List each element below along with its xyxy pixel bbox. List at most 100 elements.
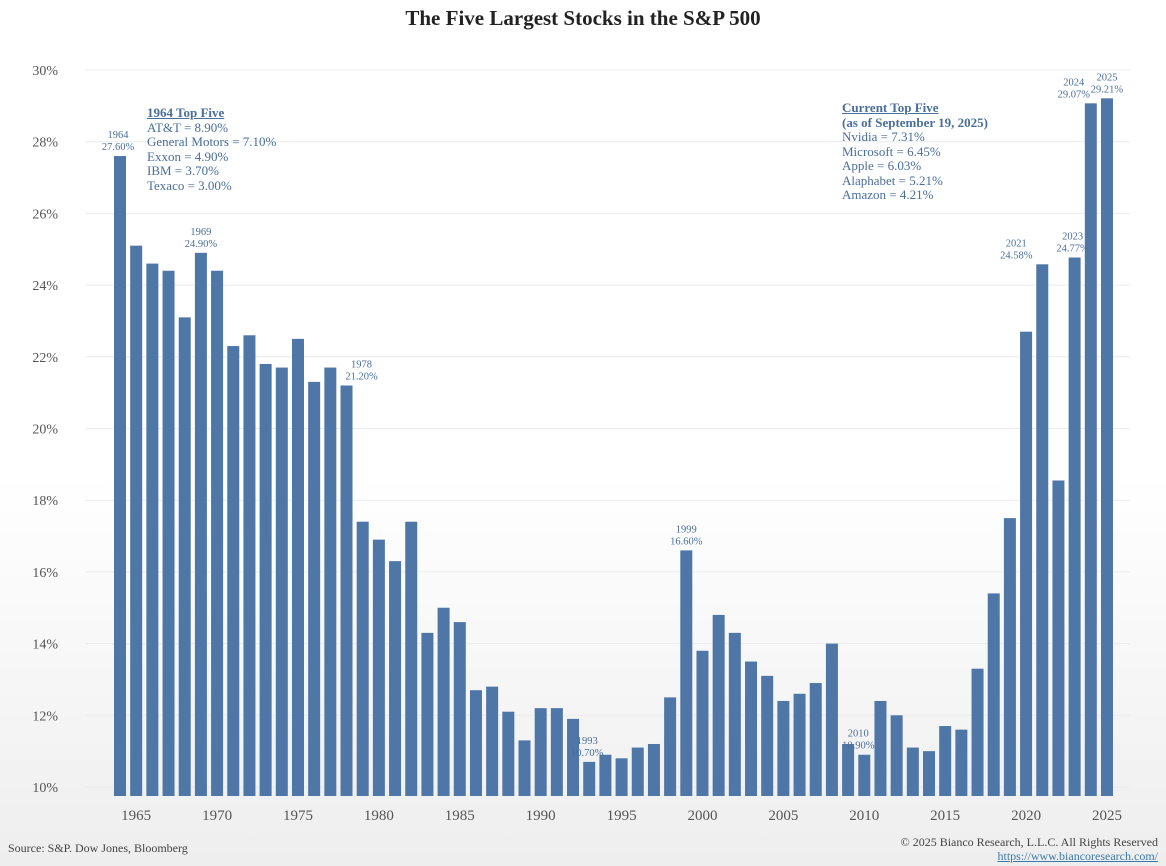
bar-1977: [324, 367, 337, 796]
annotation-value: 24.58%: [1000, 250, 1033, 261]
y-tick-label: 14%: [32, 638, 58, 653]
copyright-block: © 2025 Bianco Research, L.L.C. All Right…: [901, 835, 1158, 863]
y-tick-label: 24%: [32, 279, 58, 294]
bar-1992: [567, 718, 580, 796]
bar-2000: [696, 650, 709, 796]
annotation-year: 1969: [190, 227, 211, 238]
bar-1976: [308, 381, 321, 796]
bar-1971: [227, 346, 240, 796]
x-tick-label: 1965: [121, 808, 151, 824]
box-current-heading: Current Top Five: [842, 100, 939, 115]
bar-1973: [259, 363, 272, 796]
website-link[interactable]: https://www.biancoresearch.com/: [997, 849, 1158, 863]
bar-1986: [469, 690, 482, 796]
y-tick-label: 20%: [32, 423, 58, 438]
bar-2008: [825, 643, 838, 796]
bar-2021: [1036, 264, 1049, 796]
x-tick-label: 1995: [607, 808, 637, 824]
annotation-year: 2010: [848, 729, 869, 740]
x-tick-label: 1985: [445, 808, 475, 824]
annotation-value: 27.60%: [102, 142, 135, 153]
bar-2003: [745, 661, 758, 796]
bar-1991: [550, 708, 563, 796]
annotation-value: 24.77%: [1056, 243, 1089, 254]
bar-2002: [728, 632, 741, 796]
source-note: Source: S&P. Dow Jones, Bloomberg: [8, 841, 188, 855]
x-tick-label: 2015: [930, 808, 960, 824]
bar-1980: [372, 539, 385, 796]
annotation-year: 2025: [1096, 72, 1117, 83]
bar-1985: [453, 622, 466, 796]
annotation-year: 2023: [1062, 231, 1083, 242]
bar-2025: [1100, 98, 1113, 796]
annotation-value: 24.90%: [185, 239, 218, 250]
box-current-line: Alaphabet = 5.21%: [842, 172, 943, 188]
bar-1983: [421, 632, 434, 796]
bar-2009: [842, 743, 855, 796]
x-tick-label: 2010: [849, 808, 879, 824]
y-tick-label: 10%: [32, 781, 58, 796]
annotation-value: 16.60%: [670, 536, 703, 547]
bar-1972: [243, 335, 256, 796]
bar-1984: [437, 607, 450, 796]
box-1964-heading: 1964 Top Five: [147, 105, 225, 120]
bar-1995: [615, 758, 628, 796]
bar-1988: [502, 711, 515, 796]
bar-2017: [971, 668, 984, 796]
bar-1979: [356, 521, 369, 796]
bar-2018: [987, 593, 1000, 796]
bar-1966: [146, 263, 159, 797]
y-tick-label: 12%: [32, 709, 58, 724]
box-current-subheading: (as of September 19, 2025): [842, 114, 988, 130]
bar-1987: [486, 686, 499, 796]
y-tick-label: 16%: [32, 566, 58, 581]
bar-2019: [1003, 518, 1016, 796]
box-1964-line: General Motors = 7.10%: [147, 134, 277, 149]
box-1964-line: IBM = 3.70%: [147, 163, 219, 178]
bar-2005: [777, 700, 790, 796]
bar-2001: [712, 614, 725, 796]
annotation-value: 21.20%: [345, 371, 378, 382]
bar-1968: [178, 317, 191, 796]
x-tick-label: 1990: [526, 808, 556, 824]
box-current-top-five: Current Top Five (as of September 19, 20…: [842, 100, 988, 203]
bar-1994: [599, 754, 612, 796]
box-1964-line: Texaco = 3.00%: [147, 177, 232, 193]
annotation-year: 2021: [1006, 238, 1027, 249]
y-tick-label: 26%: [32, 207, 58, 222]
bar-1999: [680, 550, 693, 796]
box-current-line: Apple = 6.03%: [842, 158, 922, 173]
x-tick-label: 1970: [202, 808, 232, 824]
bar-1967: [162, 270, 175, 796]
bar-2011: [874, 700, 887, 796]
bar-2022: [1052, 480, 1065, 796]
bar-1965: [130, 245, 143, 797]
y-tick-label: 28%: [32, 136, 58, 151]
bar-2006: [793, 693, 806, 796]
bar-1981: [389, 561, 402, 796]
bar-1978: [340, 385, 353, 796]
y-tick-label: 18%: [32, 494, 58, 509]
bar-2012: [890, 715, 903, 796]
bar-1975: [291, 338, 304, 796]
box-1964-line: Exxon = 4.90%: [147, 148, 229, 164]
annotation-year: 1978: [351, 359, 372, 370]
bar-1970: [211, 270, 224, 796]
bar-2014: [923, 751, 935, 796]
bar-2015: [939, 726, 952, 796]
copyright-text: © 2025 Bianco Research, L.L.C. All Right…: [900, 835, 1158, 849]
box-1964-line: AT&T = 8.90%: [147, 119, 229, 135]
bar-1974: [275, 367, 288, 796]
chart-title: The Five Largest Stocks in the S&P 500: [405, 6, 761, 30]
box-current-line: Microsoft = 6.45%: [842, 143, 941, 159]
x-tick-label: 1980: [364, 808, 394, 824]
bar-2023: [1068, 257, 1081, 797]
bar-2016: [955, 729, 968, 796]
box-1964-top-five: 1964 Top Five AT&T = 8.90% General Motor…: [147, 105, 277, 193]
bar-2024: [1084, 103, 1097, 796]
x-tick-label: 2025: [1092, 808, 1122, 824]
annotation-value: 29.21%: [1091, 84, 1124, 95]
bar-1989: [518, 740, 531, 796]
bar-1982: [405, 521, 418, 796]
x-tick-label: 2000: [687, 808, 717, 824]
